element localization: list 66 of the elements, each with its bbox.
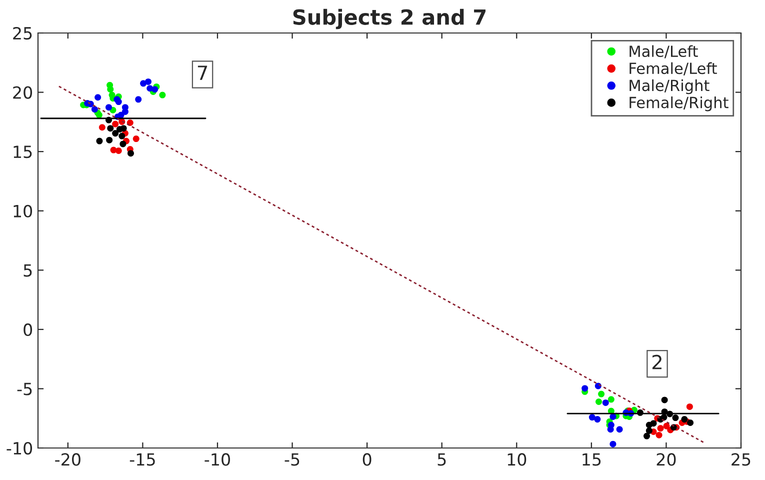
x-tick-label: -15 <box>130 453 155 466</box>
point <box>681 416 688 423</box>
x-tick-label: 15 <box>582 453 601 466</box>
point <box>135 96 142 103</box>
x-tick-label: 20 <box>656 453 676 466</box>
point <box>120 125 127 132</box>
point <box>91 106 98 113</box>
point <box>610 440 616 448</box>
point <box>608 396 614 403</box>
chart-title: Subjects 2 and 7 <box>293 8 486 30</box>
point <box>582 385 588 392</box>
point <box>159 92 166 98</box>
y-tick-label: 25 <box>13 26 32 40</box>
y-tick-label: -5 <box>17 382 32 396</box>
point <box>144 78 152 85</box>
point <box>115 147 122 154</box>
annotation: 7 <box>198 66 208 80</box>
point <box>602 399 609 406</box>
point <box>657 425 664 432</box>
legend-label: Male/Right <box>630 79 710 94</box>
point <box>644 432 650 440</box>
point <box>686 403 693 410</box>
point <box>112 130 119 137</box>
y-tick-label: 10 <box>14 204 32 218</box>
point <box>106 136 113 144</box>
point <box>656 432 662 438</box>
point <box>98 124 106 131</box>
y-tick-label: 5 <box>24 264 32 277</box>
point <box>646 427 652 434</box>
y-tick-label: 15 <box>14 146 32 158</box>
x-tick-label: -5 <box>284 453 300 466</box>
point <box>598 390 605 398</box>
point <box>650 420 657 427</box>
y-tick-label: -10 <box>6 442 32 455</box>
x-tick-label: 25 <box>732 453 750 466</box>
point <box>595 398 602 406</box>
point <box>115 98 122 106</box>
point <box>127 150 134 157</box>
x-tick-label: -10 <box>204 453 230 466</box>
point <box>672 414 679 422</box>
point <box>661 396 668 404</box>
point <box>107 125 114 132</box>
point <box>594 416 601 423</box>
x-tick-label: -20 <box>55 453 80 466</box>
legend-label: Male/Left <box>630 45 698 58</box>
x-tick-label: 0 <box>362 453 372 466</box>
point <box>588 414 596 421</box>
point <box>105 104 112 111</box>
point <box>616 426 623 433</box>
point <box>120 140 126 148</box>
y-tick-label: 20 <box>13 86 32 99</box>
point <box>112 120 119 128</box>
legend-label: Female/Right <box>630 96 728 112</box>
point <box>687 419 694 426</box>
point <box>607 426 614 433</box>
point <box>118 132 126 140</box>
annotation: 2 <box>652 354 662 370</box>
legend-label: Female/Left <box>630 62 717 76</box>
point <box>94 94 102 101</box>
x-tick-label: 10 <box>508 453 526 466</box>
point <box>96 112 102 118</box>
point <box>96 138 103 144</box>
point <box>107 86 114 93</box>
y-tick-label: 0 <box>24 323 32 336</box>
point <box>132 136 140 142</box>
x-tick-label: 5 <box>438 453 446 466</box>
